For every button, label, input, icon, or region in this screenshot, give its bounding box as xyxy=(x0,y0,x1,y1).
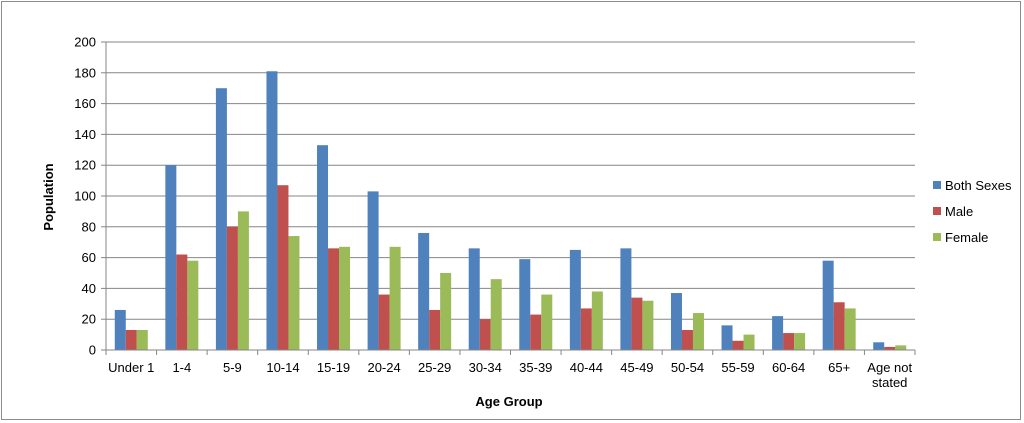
bar-male xyxy=(530,314,542,350)
bar-male xyxy=(277,185,289,350)
legend: Both Sexes Male Female xyxy=(933,178,1012,245)
bar-both-sexes xyxy=(317,145,329,350)
bar-both-sexes xyxy=(670,293,682,350)
x-tick-label: 1-4 xyxy=(172,360,191,375)
axes xyxy=(101,41,916,355)
y-axis-title: Population xyxy=(41,163,56,230)
x-tick-label: 55-59 xyxy=(721,360,754,375)
bar-female xyxy=(895,345,907,350)
bar-female xyxy=(743,334,755,350)
bar-both-sexes xyxy=(468,248,480,350)
bar-female xyxy=(642,300,654,350)
bar-both-sexes xyxy=(873,342,885,350)
bar-both-sexes xyxy=(772,316,784,350)
legend-label: Male xyxy=(945,204,973,219)
bar-both-sexes xyxy=(367,191,379,350)
bar-male xyxy=(833,302,845,350)
bar-both-sexes xyxy=(266,71,278,350)
bar-male xyxy=(176,254,188,350)
x-tick-label: Age not stated xyxy=(867,360,912,390)
bar-both-sexes xyxy=(165,165,177,350)
x-tick-label: 35-39 xyxy=(519,360,552,375)
bar-both-sexes xyxy=(418,232,430,350)
legend-label: Both Sexes xyxy=(945,178,1012,193)
y-tick-label: 100 xyxy=(74,189,96,204)
bar-male xyxy=(429,309,441,350)
y-tick-label: 120 xyxy=(74,158,96,173)
x-tick-label: 50-54 xyxy=(671,360,704,375)
bar-female xyxy=(794,333,806,350)
bar-female xyxy=(339,246,351,350)
bar-female xyxy=(136,329,148,350)
y-tick-label: 180 xyxy=(74,65,96,80)
bar-female xyxy=(844,308,856,350)
x-tick-label: 15-19 xyxy=(317,360,350,375)
bar-female xyxy=(187,260,199,350)
bar-both-sexes xyxy=(620,248,632,350)
bar-both-sexes xyxy=(822,260,834,350)
bar-male xyxy=(479,319,491,350)
legend-swatch xyxy=(933,181,941,189)
bar-female xyxy=(389,246,401,350)
bar-male xyxy=(732,340,744,350)
x-tick-label: 10-14 xyxy=(266,360,299,375)
bar-female xyxy=(288,236,300,350)
tick-labels: 0 20 40 60 80 100 120 140 160 180 200 Under 1 1-4 5-9… xyxy=(74,35,912,391)
y-tick-label: 40 xyxy=(82,281,96,296)
x-tick-label: 40-44 xyxy=(570,360,603,375)
x-tick-label: 45-49 xyxy=(620,360,653,375)
bar-female xyxy=(490,279,502,350)
y-tick-label: 160 xyxy=(74,96,96,111)
bar-female xyxy=(541,294,553,350)
bar-male xyxy=(783,333,795,350)
x-tick-label: 25-29 xyxy=(418,360,451,375)
bar-male xyxy=(884,346,896,350)
bar-male xyxy=(125,329,137,350)
bar-both-sexes xyxy=(519,259,531,350)
x-axis-title: Age Group xyxy=(475,394,542,409)
bar-male xyxy=(378,294,390,350)
bar-male xyxy=(580,308,592,350)
bar-both-sexes xyxy=(114,309,126,350)
y-tick-label: 80 xyxy=(82,219,96,234)
y-tick-label: 20 xyxy=(82,312,96,327)
legend-swatch xyxy=(933,207,941,215)
x-tick-label: 20-24 xyxy=(367,360,400,375)
bars xyxy=(114,71,907,350)
x-tick-label: 65+ xyxy=(828,360,850,375)
bar-both-sexes xyxy=(721,325,733,350)
bar-female xyxy=(237,211,249,350)
x-tick-label: 5-9 xyxy=(223,360,242,375)
x-tick-label: 30-34 xyxy=(469,360,502,375)
y-tick-label: 140 xyxy=(74,127,96,142)
x-tick-label: 60-64 xyxy=(772,360,805,375)
bar-female xyxy=(440,273,452,350)
bar-male xyxy=(631,297,643,350)
x-tick-label: Under 1 xyxy=(108,360,154,375)
y-tick-label: 200 xyxy=(74,35,96,50)
bar-male xyxy=(681,329,693,350)
legend-label: Female xyxy=(945,230,988,245)
legend-swatch xyxy=(933,233,941,241)
bar-male xyxy=(226,226,238,350)
bar-male xyxy=(328,248,340,350)
y-tick-label: 0 xyxy=(89,343,96,358)
bar-both-sexes xyxy=(215,88,227,350)
bar-both-sexes xyxy=(569,249,581,350)
bar-female xyxy=(692,313,704,350)
y-tick-label: 60 xyxy=(82,250,96,265)
bar-female xyxy=(591,291,603,350)
